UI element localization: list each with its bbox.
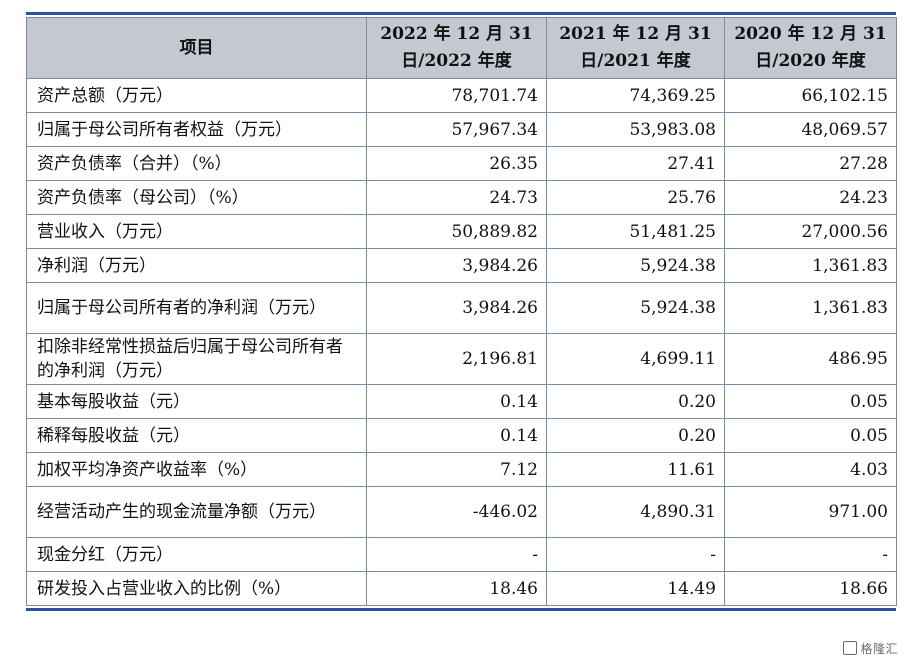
value-2022: 26.35 [366, 146, 547, 181]
table-row: 资产总额（万元） 78,701.74 74,369.25 66,102.15 [26, 78, 897, 113]
row-label: 资产负债率（合并）（%） [26, 146, 367, 181]
value-2021: 25.76 [546, 180, 725, 215]
value-2022: 50,889.82 [366, 214, 547, 249]
value-2022: 78,701.74 [366, 78, 547, 113]
table-row: 基本每股收益（元） 0.14 0.20 0.05 [26, 384, 897, 419]
table-row: 归属于母公司所有者权益（万元） 57,967.34 53,983.08 48,069.… [26, 112, 897, 147]
table-row: 现金分红（万元） - - - [26, 537, 897, 572]
bottom-rule [26, 608, 896, 611]
value-2022: -446.02 [366, 486, 547, 538]
value-2020: 0.05 [724, 384, 897, 419]
value-2020: 971.00 [724, 486, 897, 538]
value-2022: - [366, 537, 547, 572]
gelonghui-logo-icon [843, 641, 858, 655]
financial-summary-table: 项目 2022 年 12 月 31 日/2022 年度 2021 年 12 月 … [26, 17, 897, 606]
header-2020: 2020 年 12 月 31 日/2020 年度 [724, 17, 897, 79]
value-2020: 27,000.56 [724, 214, 897, 249]
value-2020: 27.28 [724, 146, 897, 181]
value-2020: 4.03 [724, 452, 897, 487]
value-2022: 2,196.81 [366, 333, 547, 385]
row-label: 稀释每股收益（元） [26, 418, 367, 453]
value-2022: 7.12 [366, 452, 547, 487]
table-row: 资产负债率（母公司）（%） 24.73 25.76 24.23 [26, 180, 897, 215]
row-label: 扣除非经常性损益后归属于母公司所有者的净利润（万元） [26, 333, 367, 385]
watermark-logo: 格隆汇 [843, 640, 898, 657]
row-label: 归属于母公司所有者权益（万元） [26, 112, 367, 147]
value-2021: - [546, 537, 725, 572]
row-label: 研发投入占营业收入的比例（%） [26, 571, 367, 606]
value-2022: 3,984.26 [366, 282, 547, 334]
value-2021: 14.49 [546, 571, 725, 606]
row-label: 营业收入（万元） [26, 214, 367, 249]
value-2021: 0.20 [546, 384, 725, 419]
table-row: 扣除非经常性损益后归属于母公司所有者的净利润（万元） 2,196.81 4,699.… [26, 333, 897, 385]
table-row: 营业收入（万元） 50,889.82 51,481.25 27,000.56 [26, 214, 897, 249]
value-2020: 48,069.57 [724, 112, 897, 147]
value-2020: - [724, 537, 897, 572]
value-2020: 1,361.83 [724, 248, 897, 283]
watermark-text: 格隆汇 [860, 642, 898, 656]
value-2020: 1,361.83 [724, 282, 897, 334]
header-2021: 2021 年 12 月 31 日/2021 年度 [546, 17, 725, 79]
row-label: 经营活动产生的现金流量净额（万元） [26, 486, 367, 538]
row-label: 基本每股收益（元） [26, 384, 367, 419]
value-2021: 0.20 [546, 418, 725, 453]
value-2020: 18.66 [724, 571, 897, 606]
value-2021: 27.41 [546, 146, 725, 181]
table-row: 经营活动产生的现金流量净额（万元） -446.02 4,890.31 971.00 [26, 486, 897, 538]
value-2021: 74,369.25 [546, 78, 725, 113]
value-2020: 66,102.15 [724, 78, 897, 113]
value-2022: 24.73 [366, 180, 547, 215]
value-2021: 5,924.38 [546, 248, 725, 283]
row-label: 资产负债率（母公司）（%） [26, 180, 367, 215]
table-row: 净利润（万元） 3,984.26 5,924.38 1,361.83 [26, 248, 897, 283]
header-2022: 2022 年 12 月 31 日/2022 年度 [366, 17, 547, 79]
value-2021: 53,983.08 [546, 112, 725, 147]
row-label: 加权平均净资产收益率（%） [26, 452, 367, 487]
value-2021: 4,699.11 [546, 333, 725, 385]
value-2021: 4,890.31 [546, 486, 725, 538]
table-body: 资产总额（万元） 78,701.74 74,369.25 66,102.15 归属于母公… [26, 78, 897, 606]
header-item: 项目 [26, 17, 367, 79]
value-2021: 51,481.25 [546, 214, 725, 249]
header-row: 项目 2022 年 12 月 31 日/2022 年度 2021 年 12 月 … [26, 17, 897, 79]
top-rule [26, 12, 896, 15]
value-2022: 57,967.34 [366, 112, 547, 147]
value-2022: 3,984.26 [366, 248, 547, 283]
row-label: 归属于母公司所有者的净利润（万元） [26, 282, 367, 334]
row-label: 资产总额（万元） [26, 78, 367, 113]
row-label: 现金分红（万元） [26, 537, 367, 572]
table-row: 资产负债率（合并）（%） 26.35 27.41 27.28 [26, 146, 897, 181]
value-2020: 486.95 [724, 333, 897, 385]
value-2022: 0.14 [366, 418, 547, 453]
value-2022: 18.46 [366, 571, 547, 606]
value-2022: 0.14 [366, 384, 547, 419]
row-label: 净利润（万元） [26, 248, 367, 283]
value-2021: 11.61 [546, 452, 725, 487]
table-row: 研发投入占营业收入的比例（%） 18.46 14.49 18.66 [26, 571, 897, 606]
table-row: 归属于母公司所有者的净利润（万元） 3,984.26 5,924.38 1,361.8… [26, 282, 897, 334]
value-2020: 24.23 [724, 180, 897, 215]
table-row: 稀释每股收益（元） 0.14 0.20 0.05 [26, 418, 897, 453]
value-2021: 5,924.38 [546, 282, 725, 334]
value-2020: 0.05 [724, 418, 897, 453]
table-row: 加权平均净资产收益率（%） 7.12 11.61 4.03 [26, 452, 897, 487]
